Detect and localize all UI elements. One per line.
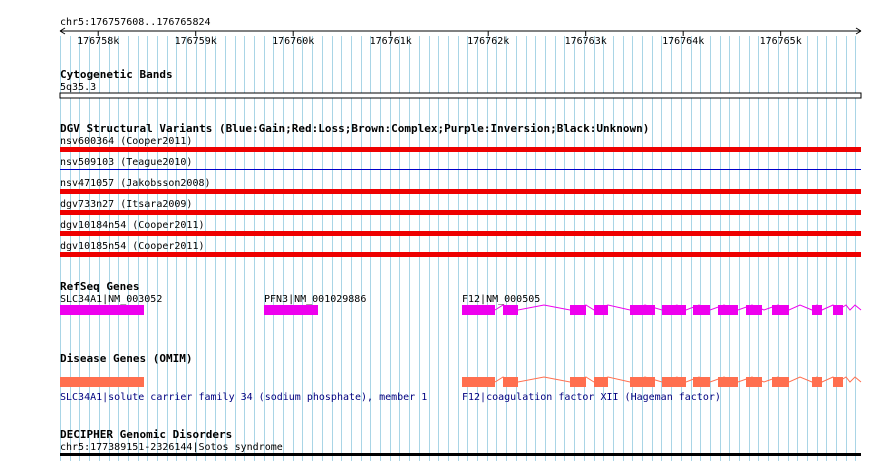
ruler-tick-label: 176760k	[272, 36, 314, 47]
omim-gene-f12[interactable]	[462, 376, 862, 387]
omim-gene-slc34a1[interactable]	[60, 377, 144, 387]
refseq-exon	[462, 305, 495, 315]
ruler-ticks: 176758k 176759k 176760k 176761k 176762k 17676…	[77, 31, 802, 47]
refseq-gene-label: PFN3|NM_001029886	[264, 294, 366, 305]
omim-track: Disease Genes (OMIM) SLC34A1|solute carr…	[60, 352, 862, 403]
refseq-exon	[594, 305, 608, 315]
omim-exon	[503, 377, 518, 387]
omim-title: Disease Genes (OMIM)	[60, 352, 192, 365]
dgv-variant-bar[interactable]	[60, 169, 861, 170]
decipher-title: DECIPHER Genomic Disorders	[60, 428, 232, 441]
omim-exon	[693, 377, 710, 387]
refseq-exon	[772, 305, 789, 315]
dgv-variant-bar[interactable]	[60, 231, 861, 236]
omim-gene-label: F12|coagulation factor XII (Hageman fact…	[462, 392, 721, 403]
ruler-tick-label: 176764k	[662, 36, 704, 47]
ruler-tick-label: 176758k	[77, 36, 119, 47]
ruler-tick-label: 176763k	[565, 36, 607, 47]
cytoband-label: 5q35.3	[60, 82, 96, 93]
refseq-exon	[718, 305, 738, 315]
refseq-exon	[812, 305, 822, 315]
dgv-variant-bar[interactable]	[60, 252, 861, 257]
omim-exon	[594, 377, 608, 387]
omim-exon	[462, 377, 495, 387]
omim-exon	[772, 377, 789, 387]
cytoband-title: Cytogenetic Bands	[60, 68, 173, 81]
dgv-title: DGV Structural Variants (Blue:Gain;Red:L…	[60, 122, 649, 135]
decipher-track: DECIPHER Genomic Disorders chr5:17738915…	[60, 428, 861, 456]
refseq-exon	[662, 305, 686, 315]
omim-exon	[718, 377, 738, 387]
omim-exon	[662, 377, 686, 387]
refseq-gene-f12[interactable]	[462, 304, 862, 315]
omim-exon	[746, 377, 762, 387]
ruler-left-arrow-icon	[59, 27, 66, 35]
refseq-exon	[693, 305, 710, 315]
refseq-title: RefSeq Genes	[60, 280, 139, 293]
ruler-tick-label: 176765k	[760, 36, 802, 47]
dgv-variant-label: dgv10185n54 (Cooper2011)	[60, 241, 205, 252]
cytoband-track: Cytogenetic Bands 5q35.3	[59, 68, 862, 99]
dgv-track: DGV Structural Variants (Blue:Gain;Red:L…	[60, 122, 861, 257]
ruler-tick-label: 176759k	[175, 36, 217, 47]
ruler-tick-label: 176762k	[467, 36, 509, 47]
ruler-coordinates: chr5:176757608..176765824	[60, 17, 211, 28]
refseq-gene-pfn3[interactable]	[264, 305, 318, 315]
refseq-gene-label: F12|NM_000505	[462, 294, 540, 305]
dgv-variant-label: nsv600364 (Cooper2011)	[60, 136, 192, 147]
refseq-exon	[503, 305, 518, 315]
ruler-track: chr5:176757608..176765824 176758k 176759k…	[59, 17, 862, 47]
refseq-exon	[833, 305, 843, 315]
cytoband-ideogram[interactable]	[59, 92, 862, 99]
refseq-gene-slc34a1[interactable]	[60, 305, 144, 315]
decipher-bar[interactable]	[60, 453, 861, 456]
dgv-variant-label: dgv733n27 (Itsara2009)	[60, 199, 192, 210]
omim-exon	[570, 377, 586, 387]
dgv-variant-label: dgv10184n54 (Cooper2011)	[60, 220, 205, 231]
dgv-variant-label: nsv509103 (Teague2010)	[60, 157, 192, 168]
dgv-variant-bar[interactable]	[60, 210, 861, 215]
dgv-variant-bar[interactable]	[60, 189, 861, 194]
omim-exon	[630, 377, 655, 387]
ruler-tick-label: 176761k	[370, 36, 412, 47]
ruler-right-arrow-icon	[855, 27, 862, 35]
refseq-exon	[746, 305, 762, 315]
refseq-exon	[630, 305, 655, 315]
omim-exon	[812, 377, 822, 387]
refseq-track: RefSeq Genes SLC34A1|NM_003052 PFN3|NM_0…	[60, 280, 862, 315]
omim-gene-label: SLC34A1|solute carrier family 34 (sodium…	[60, 392, 427, 403]
decipher-entry-label: chr5:177389151-2326144|Sotos syndrome	[60, 442, 283, 453]
refseq-exon	[570, 305, 586, 315]
dgv-variant-bar[interactable]	[60, 147, 861, 152]
dgv-variant-label: nsv471057 (Jakobsson2008)	[60, 178, 211, 189]
refseq-gene-label: SLC34A1|NM_003052	[60, 294, 162, 305]
omim-exon	[833, 377, 843, 387]
